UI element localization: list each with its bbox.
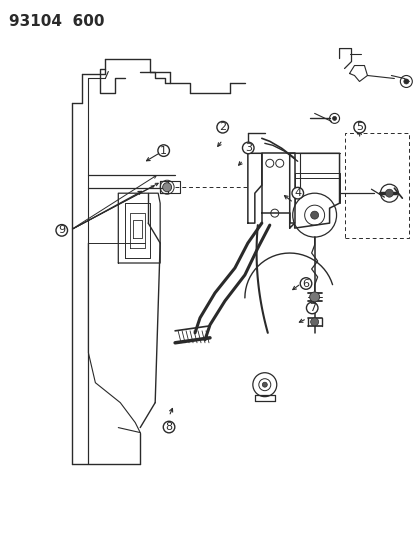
- Circle shape: [157, 145, 169, 156]
- Circle shape: [306, 302, 317, 314]
- Text: 7: 7: [308, 303, 315, 313]
- Text: 4: 4: [294, 188, 301, 198]
- Circle shape: [216, 122, 228, 133]
- Circle shape: [299, 278, 311, 289]
- Text: 1: 1: [160, 146, 167, 156]
- Circle shape: [310, 211, 318, 219]
- Circle shape: [332, 116, 336, 120]
- Text: 93104  600: 93104 600: [9, 14, 104, 29]
- Text: 9: 9: [58, 225, 65, 236]
- Circle shape: [56, 224, 67, 236]
- Text: 6: 6: [302, 279, 309, 288]
- Circle shape: [262, 382, 267, 387]
- Circle shape: [291, 188, 303, 199]
- Circle shape: [385, 189, 392, 197]
- Text: 3: 3: [244, 143, 251, 153]
- Circle shape: [353, 122, 365, 133]
- Circle shape: [309, 292, 319, 302]
- Text: 5: 5: [355, 122, 362, 132]
- Circle shape: [163, 421, 174, 433]
- Circle shape: [310, 318, 318, 326]
- Text: 8: 8: [165, 422, 172, 432]
- Circle shape: [242, 142, 254, 154]
- Circle shape: [162, 183, 171, 192]
- Text: 2: 2: [218, 122, 225, 132]
- Circle shape: [403, 79, 408, 84]
